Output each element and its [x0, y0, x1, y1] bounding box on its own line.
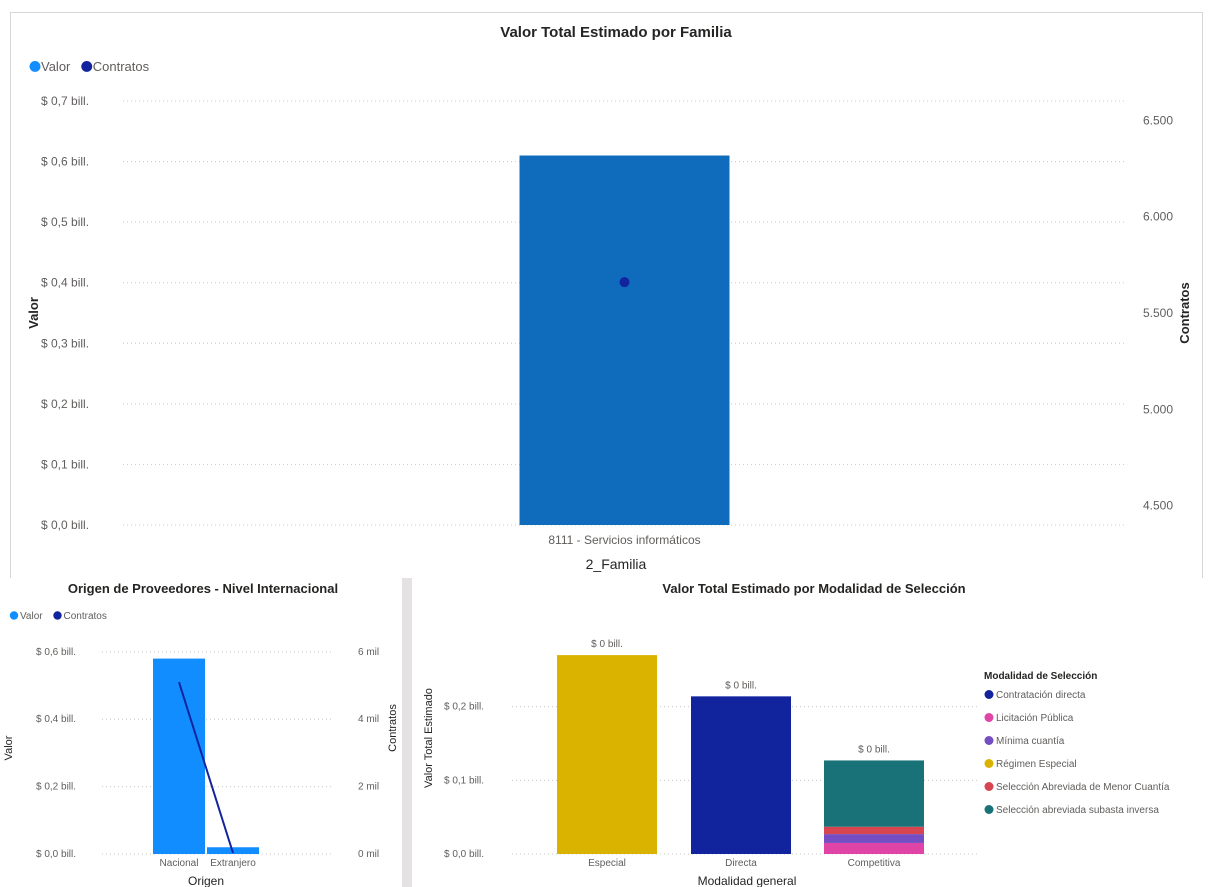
- y-tick-label: $ 0,5 bill.: [41, 215, 89, 229]
- chart-valor-por-familia: Valor Total Estimado por Familia Valor Con…: [10, 12, 1203, 580]
- y2-tick-label: 5.500: [1143, 306, 1173, 320]
- legend-marker-2: [984, 736, 994, 745]
- y-tick-label: $ 0,4 bill.: [41, 276, 89, 290]
- bar-segment-4: [824, 826, 924, 835]
- legend-marker-4: [984, 782, 994, 791]
- legend-marker-0: [984, 690, 994, 699]
- y-tick-label: $ 0,7 bill.: [41, 94, 89, 108]
- legend-marker-1: [53, 611, 62, 620]
- chart-familia-svg: Valor Total Estimado por Familia Valor Con…: [26, 24, 1192, 572]
- x-tick-label: Directa: [725, 858, 757, 869]
- y-tick-label: $ 0,6 bill.: [41, 155, 89, 169]
- bar-segment-1: [691, 696, 791, 854]
- legend-marker-3: [984, 759, 994, 768]
- y2-tick-label: 6.500: [1143, 113, 1173, 127]
- y-axis-title: Valor: [3, 735, 15, 760]
- legend-title: Modalidad de Selección: [984, 671, 1097, 682]
- y2-axis-title: Contratos: [387, 704, 399, 752]
- legend-marker-0: [9, 611, 19, 620]
- y2-tick-label: 6.000: [1143, 210, 1173, 224]
- chart-title: Origen de Proveedores - Nivel Internacio…: [68, 581, 338, 596]
- y-tick-label: $ 0,1 bill.: [444, 775, 484, 786]
- bar-segment-2: [824, 842, 924, 854]
- y-tick-label: $ 0,2 bill.: [36, 782, 76, 793]
- y2-axis-title: Contratos: [1177, 282, 1192, 343]
- x-axis-title: Origen: [188, 874, 224, 887]
- y2-tick-label: 5.000: [1143, 402, 1173, 416]
- y-tick-label: $ 0,0 bill.: [444, 849, 484, 860]
- x-tick-label: Competitiva: [848, 858, 901, 869]
- data-label: $ 0 bill.: [591, 639, 623, 650]
- y2-tick-label: 6 mil: [358, 647, 379, 658]
- x-tick-label: Extranjero: [210, 858, 256, 869]
- legend-label-0: Contratación directa: [996, 690, 1086, 701]
- y2-tick-label: 0 mil: [358, 849, 379, 860]
- data-label: $ 0 bill.: [858, 744, 890, 755]
- legend-label-1: Licitación Pública: [996, 713, 1074, 724]
- y-tick-label: $ 0,2 bill.: [41, 397, 89, 411]
- legend-label-3: Régimen Especial: [996, 759, 1077, 770]
- x-tick-label: Nacional: [160, 858, 199, 869]
- bar-segment-5: [824, 760, 924, 827]
- data-label: $ 0 bill.: [725, 680, 757, 691]
- y-tick-label: $ 0,6 bill.: [36, 647, 76, 658]
- chart-title: Valor Total Estimado por Familia: [500, 24, 732, 41]
- y-axis-title: Valor: [26, 297, 41, 329]
- legend-marker-1: [81, 60, 93, 72]
- x-axis-title: 2_Familia: [586, 556, 647, 572]
- legend-label-4: Selección Abreviada de Menor Cuantía: [996, 782, 1170, 793]
- y-tick-label: $ 0,2 bill.: [444, 702, 484, 713]
- bar-segment-3: [824, 834, 924, 843]
- legend-marker-1: [984, 713, 994, 722]
- line-contratos: [178, 681, 234, 854]
- legend-label-0: Valor: [41, 59, 71, 74]
- bar-segment-0: [557, 655, 657, 854]
- point-contratos: [619, 277, 630, 288]
- y-tick-label: $ 0,0 bill.: [36, 849, 76, 860]
- legend-marker-0: [29, 60, 41, 72]
- x-tick-label: Especial: [588, 858, 626, 869]
- y-tick-label: $ 0,4 bill.: [36, 714, 76, 725]
- legend-label-0: Valor: [20, 611, 43, 622]
- x-axis-title: Modalidad general: [698, 874, 797, 887]
- legend-label-1: Contratos: [64, 611, 107, 622]
- y2-tick-label: 2 mil: [358, 782, 379, 793]
- chart-origen-svg: Origen de Proveedores - Nivel Internacio…: [3, 581, 399, 887]
- chart-title: Valor Total Estimado por Modalidad de Se…: [662, 581, 965, 596]
- panel-splitter[interactable]: [402, 578, 412, 887]
- legend-label-2: Mínima cuantía: [996, 736, 1065, 747]
- y-tick-label: $ 0,3 bill.: [41, 336, 89, 350]
- chart-modalidad-svg: Valor Total Estimado por Modalidad de Se…: [423, 581, 1170, 887]
- y-axis-title: Valor Total Estimado: [423, 688, 435, 788]
- y2-tick-label: 4 mil: [358, 714, 379, 725]
- x-tick-label: 8111 - Servicios informáticos: [548, 533, 700, 547]
- legend-label-1: Contratos: [93, 59, 150, 74]
- chart-modalidad-seleccion: Valor Total Estimado por Modalidad de Se…: [412, 578, 1209, 887]
- bar-valor: [153, 658, 205, 854]
- legend-marker-5: [984, 805, 994, 814]
- y-tick-label: $ 0,0 bill.: [41, 518, 89, 532]
- y-tick-label: $ 0,1 bill.: [41, 457, 89, 471]
- bar-valor: [519, 155, 730, 525]
- chart-origen-proveedores: Origen de Proveedores - Nivel Internacio…: [0, 578, 402, 887]
- legend-label-5: Selección abreviada subasta inversa: [996, 805, 1159, 816]
- y2-tick-label: 4.500: [1143, 499, 1173, 513]
